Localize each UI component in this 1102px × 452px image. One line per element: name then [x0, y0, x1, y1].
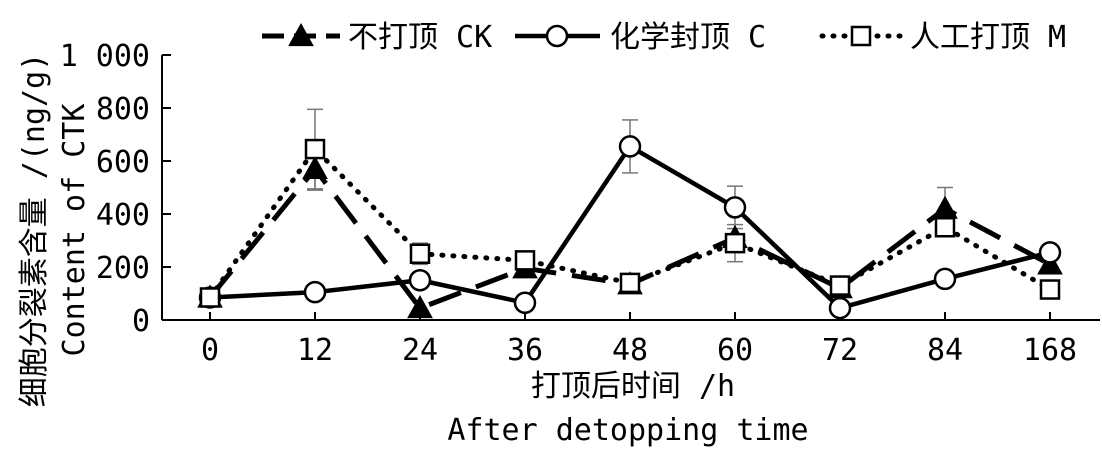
y-tick-label: 200	[96, 251, 150, 286]
data-point-series-2	[513, 291, 537, 315]
x-axis: 0 12 24 36 48 60 72 84 168	[162, 312, 1100, 368]
series-line-3	[207, 146, 1053, 300]
data-point-series-3	[409, 243, 431, 264]
data-point-series-3	[934, 217, 956, 238]
data-point-series-2	[618, 135, 642, 158]
y-axis-title-en: Content of CTK	[57, 104, 92, 357]
x-axis-title-cn: 打顶后时间 /h	[531, 369, 735, 404]
x-axis-title-en: After detopping time	[447, 413, 808, 448]
x-tick-label: 12	[297, 333, 333, 368]
data-point-series-2	[828, 296, 852, 320]
legend-marker-series-2	[545, 24, 569, 48]
x-tick-label: 60	[717, 333, 753, 368]
legend-label-series-2: 化学封顶 C	[610, 20, 766, 55]
data-point-series-2	[1038, 241, 1062, 264]
y-tick-label: 800	[96, 92, 150, 127]
y-axis: 0 200 400 600 800 1 000	[60, 39, 171, 339]
data-point-series-1	[302, 155, 328, 180]
data-point-series-2	[408, 269, 432, 292]
x-tick-label: 84	[927, 333, 963, 368]
x-tick-label: 48	[612, 333, 648, 368]
x-tick-label: 168	[1023, 333, 1077, 368]
error-bars	[307, 108, 953, 266]
x-tick-label: 24	[402, 333, 438, 368]
data-point-series-3	[199, 287, 221, 308]
series-markers	[197, 135, 1063, 320]
legend-marker-series-1	[288, 22, 314, 47]
legend: 不打顶 CK 化学封顶 C 人工打顶 M	[262, 20, 1066, 55]
data-point-series-3	[829, 275, 851, 296]
y-tick-label: 400	[96, 198, 150, 233]
legend-marker-series-3	[850, 25, 872, 47]
y-tick-label: 0	[132, 304, 150, 339]
data-point-series-3	[304, 138, 326, 160]
x-tick-label: 72	[822, 333, 858, 368]
data-point-series-1	[407, 295, 433, 319]
legend-label-series-3: 人工打顶 M	[910, 20, 1066, 55]
data-point-series-2	[933, 267, 957, 291]
data-point-series-3	[724, 232, 746, 254]
x-tick-label: 36	[507, 333, 543, 368]
data-point-series-2	[303, 280, 327, 304]
y-tick-label: 1 000	[60, 39, 150, 74]
legend-label-series-1: 不打顶 CK	[348, 20, 492, 55]
data-point-series-3	[619, 272, 641, 294]
data-point-series-2	[723, 196, 747, 219]
data-point-series-3	[514, 250, 536, 271]
y-axis-title-cn: 细胞分裂素含量 /(ng/g)	[17, 53, 52, 408]
data-point-series-1	[932, 195, 958, 219]
data-point-series-3	[1039, 279, 1061, 300]
x-tick-label: 0	[201, 333, 219, 368]
y-tick-label: 600	[96, 145, 150, 180]
